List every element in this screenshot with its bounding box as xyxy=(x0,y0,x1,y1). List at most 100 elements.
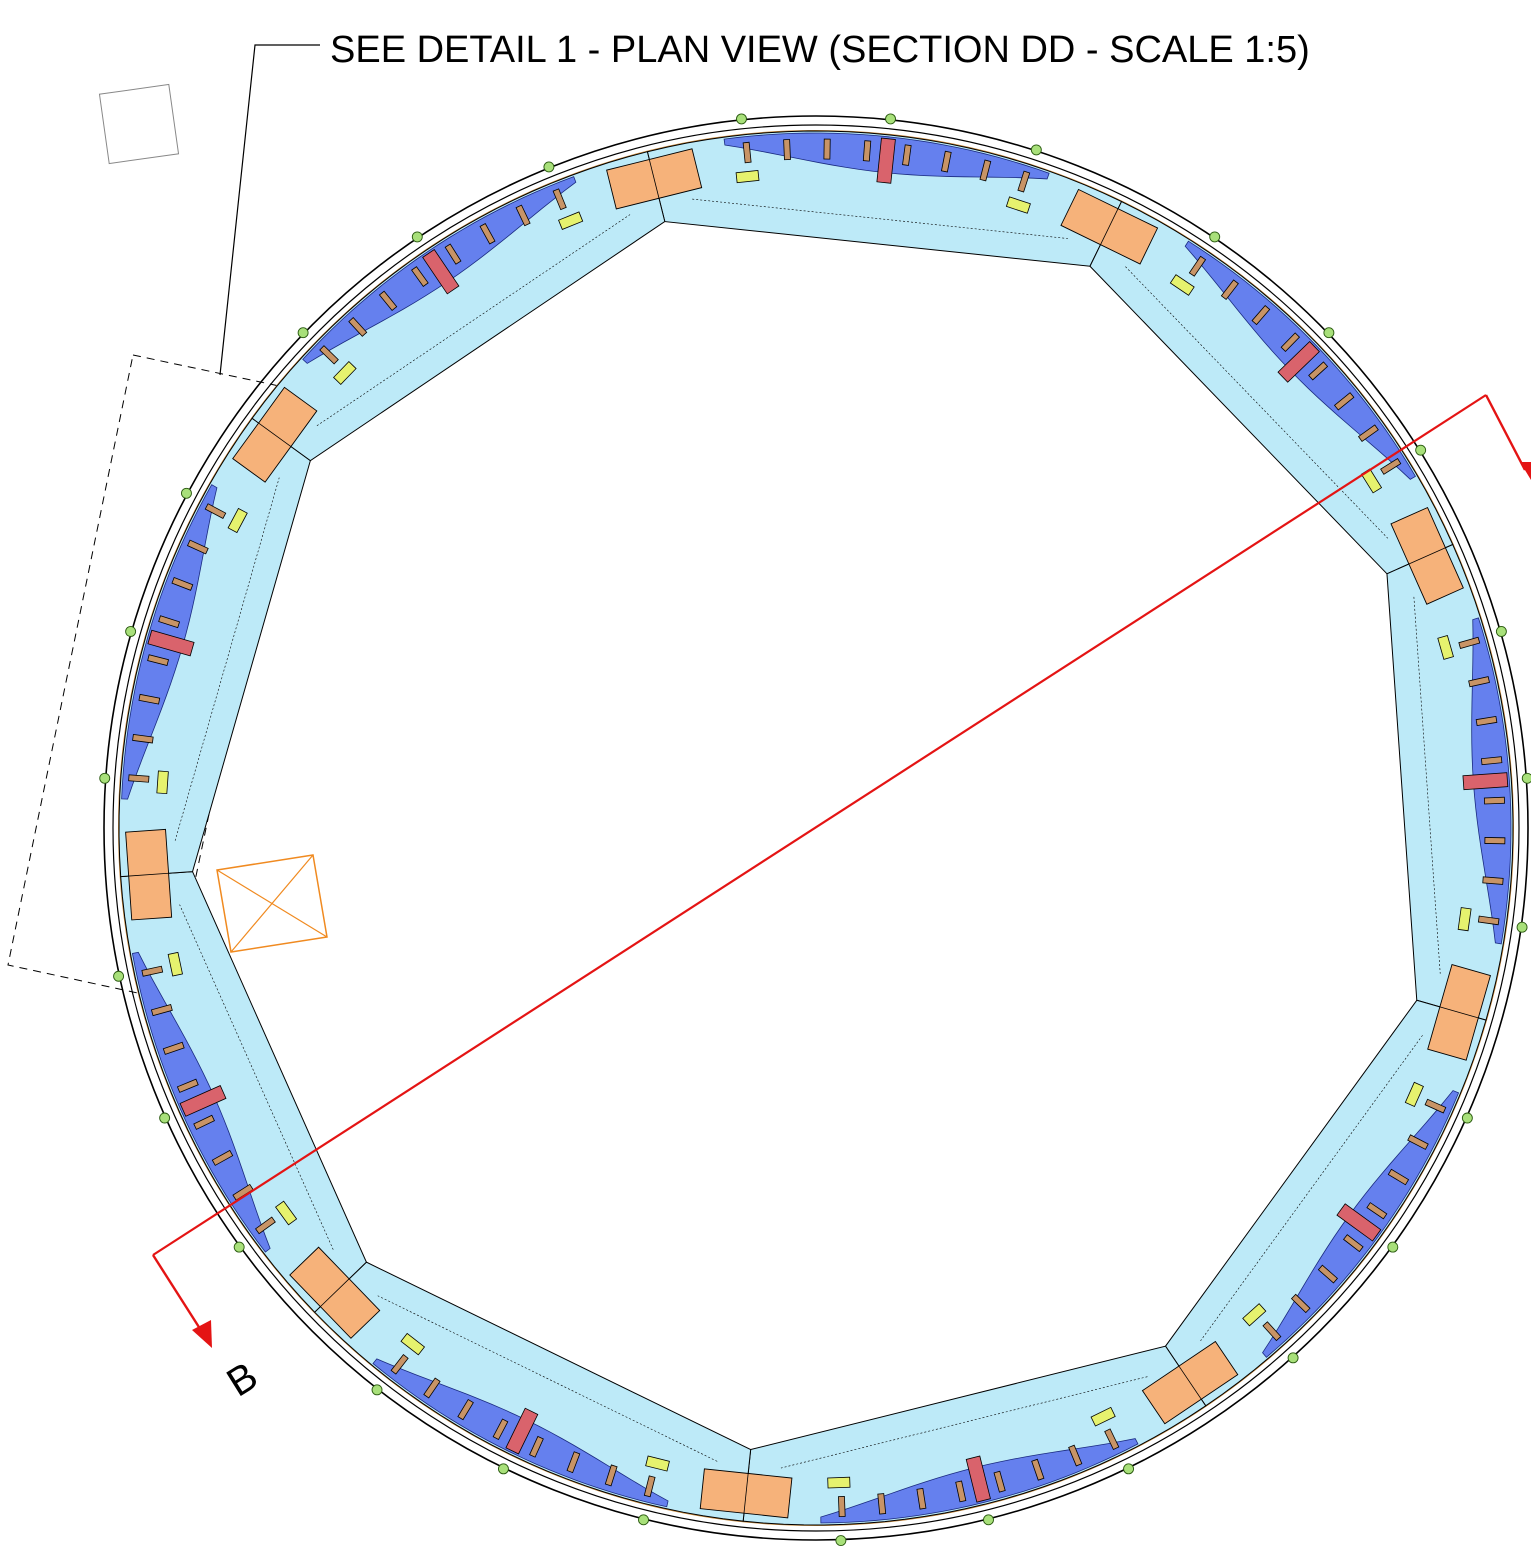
spacer-block xyxy=(492,1418,509,1441)
outer-ring xyxy=(103,115,1529,1541)
spacer-block xyxy=(566,1451,581,1474)
spacer-block xyxy=(390,1354,409,1375)
bolt-head-icon xyxy=(983,1514,994,1526)
bolt-head-icon xyxy=(1030,144,1042,156)
spacer-block xyxy=(411,266,429,287)
spacer-block xyxy=(319,345,339,365)
bolt-heads xyxy=(99,113,1531,1547)
bolt-head-icon xyxy=(1415,444,1427,456)
spacer-block xyxy=(141,965,164,977)
panel-inner-line xyxy=(179,904,334,1250)
callout-leader xyxy=(219,44,320,376)
panel-inner-line xyxy=(780,1376,1148,1469)
bearing-pad xyxy=(333,361,357,385)
clamp-plate xyxy=(876,137,896,184)
panel-inner-line xyxy=(174,477,280,841)
bolt-head-icon xyxy=(543,161,555,173)
panel-segments xyxy=(118,130,1514,1526)
spacer-block xyxy=(1262,1321,1282,1342)
callout-text: SEE DETAIL 1 - PLAN VIEW (SECTION DD - S… xyxy=(330,29,1310,71)
bolt-head-icon xyxy=(1495,626,1507,637)
clamp-plate xyxy=(505,1407,539,1455)
joint-line xyxy=(1178,1365,1202,1400)
spacer-block xyxy=(529,1435,544,1458)
spacer-block xyxy=(823,138,831,160)
bearing-pad xyxy=(1169,274,1195,296)
section-marker-label: B xyxy=(219,1354,265,1405)
spacer-block xyxy=(1017,170,1031,193)
spacer-block xyxy=(193,1114,215,1130)
bearing-pad xyxy=(400,1332,426,1356)
spacer-block xyxy=(1468,676,1490,688)
panel-inner-line xyxy=(316,214,631,427)
bearing-pad xyxy=(1404,1081,1424,1108)
spacer-block xyxy=(1380,457,1402,475)
panel-wedge xyxy=(251,151,666,462)
spacer-block xyxy=(955,1480,967,1503)
spacer-block xyxy=(1407,1134,1429,1150)
bolt-head-icon xyxy=(638,1514,649,1526)
spacer-block xyxy=(552,188,567,211)
spacer-block xyxy=(941,150,952,173)
bolt-head-icon xyxy=(1209,231,1221,243)
joint-line xyxy=(1100,208,1119,245)
section-line xyxy=(151,394,1531,1348)
spacer-block xyxy=(643,1475,656,1498)
spacer-block xyxy=(255,1216,276,1235)
panel-inner-line xyxy=(1200,1035,1423,1342)
bearing-pad xyxy=(1457,907,1472,932)
spacer-block xyxy=(348,316,368,337)
bearing-pad xyxy=(1090,1406,1116,1427)
spacer-block xyxy=(1475,716,1498,726)
joint-line xyxy=(320,1278,350,1307)
panel-inner-line xyxy=(377,1295,718,1462)
spacer-block xyxy=(1220,279,1239,301)
bolt-head-icon xyxy=(1516,921,1528,933)
joint-line xyxy=(128,872,169,877)
bearing-pad xyxy=(645,1455,670,1472)
bolt-head-icon xyxy=(297,327,309,339)
spacer-block xyxy=(1317,1264,1339,1284)
spacer-block xyxy=(1483,796,1505,805)
joint-line xyxy=(648,159,660,199)
spacer-block xyxy=(1343,1234,1364,1253)
bearing-pad xyxy=(227,507,248,534)
panel-inner-line xyxy=(1413,596,1441,974)
spacer-block xyxy=(877,1493,887,1515)
bolt-head-icon xyxy=(1123,1463,1135,1475)
bearing-pad xyxy=(558,211,584,230)
bolt-head-icon xyxy=(159,1112,171,1124)
spacer-block xyxy=(204,503,227,519)
clamp-plate xyxy=(179,1085,227,1117)
bearing-pad xyxy=(1437,635,1454,660)
spacer-block xyxy=(171,577,194,591)
spacer-block xyxy=(162,1041,185,1055)
spacer-block xyxy=(128,774,150,783)
spacer-block xyxy=(1484,837,1506,845)
clamp-plate xyxy=(147,629,195,657)
panel-inner-line xyxy=(1125,266,1389,539)
spacer-block xyxy=(132,733,154,744)
bolt-head-icon xyxy=(371,1384,383,1396)
bolt-head-icon xyxy=(411,231,423,243)
bolt-head-icon xyxy=(1323,327,1335,339)
spacer-block xyxy=(147,654,169,667)
bearing-pad xyxy=(167,951,183,977)
panel-wedge xyxy=(742,1345,1207,1526)
panel-fixings xyxy=(125,137,1509,1519)
spacer-block xyxy=(457,1398,474,1421)
panel-inner-line xyxy=(692,198,1068,239)
bolt-head-icon xyxy=(233,1241,245,1253)
panel-wedge xyxy=(1089,200,1454,575)
joint-line xyxy=(1439,1006,1479,1019)
spacer-block xyxy=(1308,361,1329,381)
spacer-block xyxy=(783,139,791,161)
spacer-block xyxy=(979,159,992,182)
spacer-block xyxy=(916,1487,927,1510)
joint-line xyxy=(1408,547,1446,565)
spacer-block xyxy=(1387,1168,1410,1186)
clamp-plate xyxy=(1336,1203,1382,1242)
bolt-head-icon xyxy=(1387,1241,1399,1253)
bearing-pad xyxy=(827,1476,851,1489)
